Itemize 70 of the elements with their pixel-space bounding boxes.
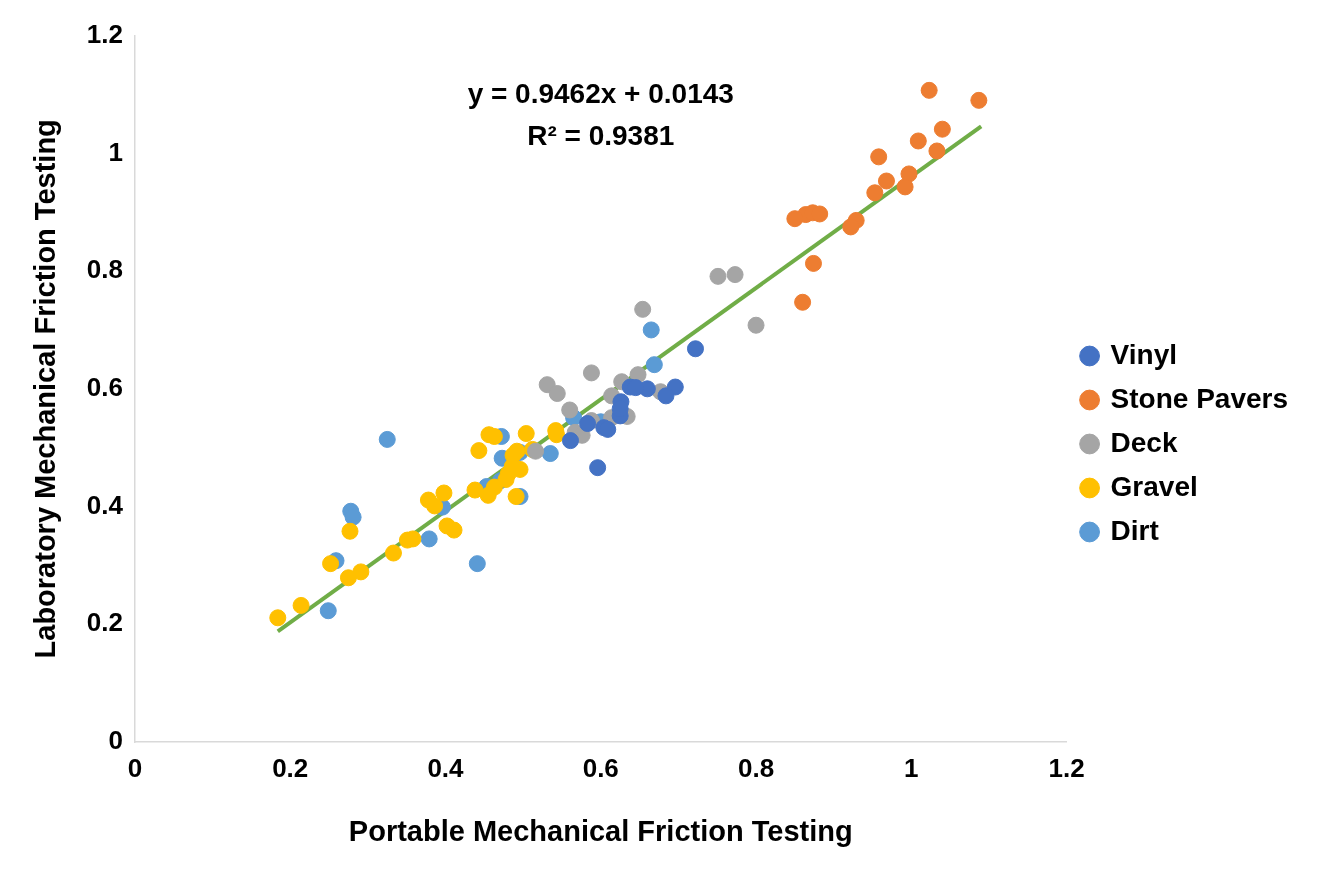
x-tick-label: 0.6 bbox=[582, 752, 619, 783]
annotation: y = 0.9462x + 0.0143 bbox=[467, 78, 734, 110]
point bbox=[339, 569, 357, 587]
point bbox=[870, 148, 888, 166]
legend-label: Gravel bbox=[1110, 470, 1198, 502]
point bbox=[468, 555, 486, 573]
legend-label: Vinyl bbox=[1110, 338, 1177, 370]
point bbox=[877, 172, 895, 190]
point bbox=[541, 445, 559, 463]
point bbox=[928, 142, 946, 160]
point bbox=[352, 563, 370, 581]
y-tick-label: 1.2 bbox=[86, 18, 123, 49]
point bbox=[896, 178, 914, 196]
legend-label: Dirt bbox=[1110, 514, 1159, 546]
point bbox=[786, 210, 804, 228]
point bbox=[920, 81, 938, 99]
x-tick-label: 1.2 bbox=[1048, 752, 1085, 783]
point bbox=[970, 91, 988, 109]
point bbox=[517, 425, 535, 443]
y-axis-title: Laboratory Mechanical Friction Testing bbox=[29, 119, 62, 659]
point bbox=[507, 488, 525, 506]
point bbox=[384, 544, 402, 562]
point bbox=[561, 432, 579, 450]
point bbox=[794, 293, 812, 311]
y-tick-label: 1 bbox=[108, 136, 123, 167]
point bbox=[909, 132, 927, 150]
point bbox=[709, 267, 727, 285]
x-axis-title: Portable Mechanical Friction Testing bbox=[348, 814, 853, 847]
x-tick-label: 0.2 bbox=[272, 752, 309, 783]
annotation: R² = 0.9381 bbox=[527, 120, 675, 152]
x-tick-label: 0.4 bbox=[427, 752, 465, 783]
point bbox=[292, 596, 310, 614]
point bbox=[582, 364, 600, 382]
y-tick-label: 0.2 bbox=[86, 607, 123, 638]
point bbox=[842, 218, 860, 236]
point bbox=[466, 481, 484, 499]
point bbox=[548, 385, 566, 403]
point bbox=[589, 459, 607, 477]
y-tick-label: 0.8 bbox=[86, 254, 123, 285]
y-tick-label: 0.4 bbox=[86, 489, 124, 520]
point bbox=[527, 442, 545, 460]
point bbox=[269, 609, 287, 627]
legend-label: Deck bbox=[1110, 426, 1178, 458]
point bbox=[420, 530, 438, 548]
point bbox=[561, 401, 579, 419]
x-tick-label: 1 bbox=[904, 752, 919, 783]
point bbox=[485, 478, 503, 496]
point bbox=[645, 356, 663, 374]
x-tick-label: 0 bbox=[127, 752, 143, 783]
point bbox=[341, 522, 359, 540]
y-tick-label: 0 bbox=[108, 725, 123, 756]
point bbox=[726, 266, 744, 284]
point bbox=[378, 430, 396, 448]
y-tick-label: 0.6 bbox=[86, 371, 123, 402]
point bbox=[657, 387, 675, 405]
point bbox=[470, 442, 488, 460]
point bbox=[804, 254, 822, 272]
point bbox=[634, 300, 652, 318]
point bbox=[933, 120, 951, 138]
point bbox=[322, 555, 340, 573]
point bbox=[686, 340, 704, 358]
point bbox=[445, 521, 463, 539]
point bbox=[866, 184, 884, 202]
point bbox=[642, 321, 660, 339]
point bbox=[435, 484, 453, 502]
x-tick-label: 0.8 bbox=[737, 752, 775, 783]
point bbox=[319, 602, 337, 620]
legend-label: Stone Pavers bbox=[1110, 382, 1288, 414]
point bbox=[747, 316, 765, 334]
point bbox=[426, 497, 444, 515]
